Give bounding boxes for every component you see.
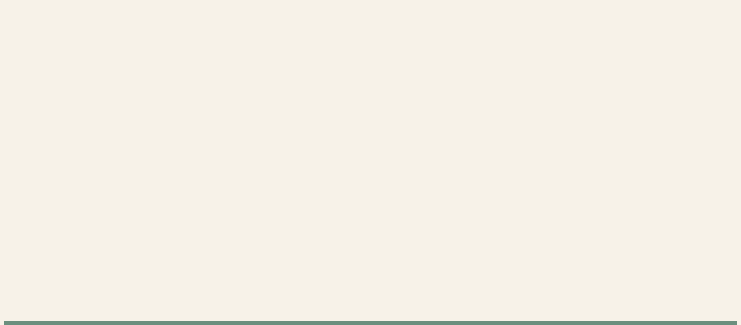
Bar <box>4 321 737 325</box>
